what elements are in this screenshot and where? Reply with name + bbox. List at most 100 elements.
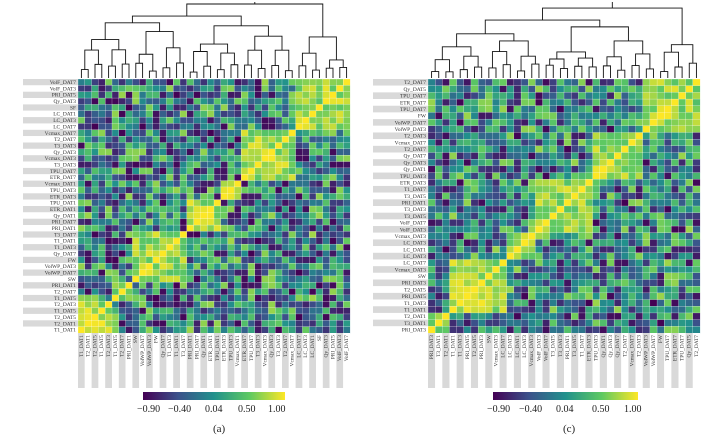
heatmap-cell — [118, 288, 126, 296]
heatmap-cell — [186, 301, 194, 308]
heatmap-cell — [549, 212, 558, 220]
col-label-band — [282, 333, 289, 388]
heatmap-cell — [166, 243, 174, 251]
heatmap-cell — [186, 224, 194, 232]
row-label: ETR_DAT3 — [400, 180, 426, 186]
dendrogram-branch — [121, 63, 130, 78]
heatmap-cell — [159, 116, 167, 124]
heatmap-cell — [166, 136, 174, 143]
heatmap-cell — [427, 105, 436, 113]
heatmap-cell — [227, 243, 235, 251]
heatmap-cell — [528, 299, 536, 307]
heatmap-cell — [520, 98, 529, 107]
heatmap-cell — [506, 266, 515, 274]
heatmap-cell — [315, 288, 324, 296]
heatmap-cell — [549, 199, 558, 207]
heatmap-cell — [213, 180, 222, 188]
heatmap-cell — [427, 266, 436, 274]
heatmap-cell — [77, 250, 86, 258]
heatmap-cell — [578, 286, 586, 294]
heatmap-cell — [309, 136, 317, 143]
heatmap-cell — [329, 110, 337, 118]
heatmap-cell — [247, 85, 256, 93]
heatmap-cell — [456, 312, 465, 320]
heatmap-cell — [200, 167, 208, 175]
heatmap-cell — [492, 105, 500, 113]
heatmap-cell — [139, 243, 147, 251]
heatmap-cell — [145, 320, 154, 327]
heatmap-cell — [179, 174, 188, 181]
heatmap-cell — [343, 212, 351, 220]
heatmap-cell — [200, 256, 208, 264]
heatmap-cell — [241, 218, 249, 226]
heatmap-cell — [173, 205, 181, 213]
heatmap-cell — [649, 199, 658, 207]
heatmap-cell — [592, 245, 601, 254]
row-label: LC_DAT3 — [403, 254, 426, 260]
heatmap-cell — [179, 186, 188, 194]
heatmap-cell — [563, 172, 572, 180]
heatmap-cell — [145, 104, 154, 112]
heatmap-cell — [343, 282, 351, 289]
heatmap-cell — [309, 186, 317, 194]
heatmap-cell — [678, 252, 687, 260]
heatmap-cell — [506, 205, 515, 214]
heatmap-cell — [621, 279, 629, 287]
heatmap-cell — [585, 225, 593, 234]
heatmap-cell — [281, 243, 290, 251]
heatmap-cell — [91, 110, 99, 118]
heatmap-cell — [179, 294, 188, 302]
heatmap-cell — [585, 259, 593, 267]
heatmap-cell — [105, 301, 113, 308]
heatmap-cell — [506, 286, 515, 294]
heatmap-cell — [528, 179, 536, 187]
heatmap-cell — [542, 179, 551, 187]
heatmap-cell — [125, 142, 133, 150]
heatmap-cell — [268, 237, 276, 245]
row-label: Qy_DAT3 — [54, 99, 77, 105]
heatmap-cell — [678, 105, 687, 113]
heatmap-cell — [664, 279, 672, 287]
heatmap-cell — [656, 232, 665, 240]
heatmap-cell — [678, 279, 687, 287]
heatmap-cell — [513, 212, 522, 220]
heatmap-cell — [302, 180, 310, 188]
heatmap-cell — [220, 243, 228, 251]
row-label-band — [23, 148, 78, 156]
heatmap-cell — [343, 237, 351, 245]
heatmap-cell — [449, 212, 457, 220]
dendrogram-branch — [135, 62, 144, 78]
heatmap-cell — [649, 92, 658, 100]
heatmap-cell — [275, 167, 283, 175]
heatmap-cell — [442, 232, 450, 240]
heatmap-cell — [664, 225, 672, 234]
heatmap-cell — [621, 118, 629, 127]
heatmap-cell — [105, 129, 113, 137]
heatmap-cell — [309, 110, 317, 118]
heatmap-cell — [118, 243, 126, 251]
heatmap-cell — [105, 313, 113, 321]
heatmap-cell — [664, 239, 672, 247]
heatmap-cell — [254, 224, 262, 232]
heatmap-cell — [435, 85, 443, 93]
heatmap-cell — [336, 148, 344, 156]
heatmap-cell — [492, 306, 500, 314]
heatmap-cell — [132, 167, 140, 175]
heatmap-cell — [207, 218, 215, 226]
heatmap-cell — [563, 212, 572, 220]
heatmap-cell — [477, 165, 486, 173]
heatmap-cell — [578, 192, 586, 200]
heatmap-cell — [281, 161, 290, 169]
heatmap-cell — [213, 129, 222, 137]
row-label: TPU_DAT3 — [50, 188, 76, 194]
heatmap-cell — [585, 78, 593, 87]
heatmap-cell — [592, 118, 601, 127]
heatmap-cell — [470, 266, 479, 274]
heatmap-cell — [173, 307, 181, 315]
heatmap-cell — [295, 104, 303, 112]
heatmap-cell — [463, 125, 472, 133]
heatmap-cell — [145, 136, 154, 143]
heatmap-cell — [254, 91, 262, 99]
heatmap-cell — [635, 145, 644, 153]
heatmap-cell — [599, 78, 608, 87]
